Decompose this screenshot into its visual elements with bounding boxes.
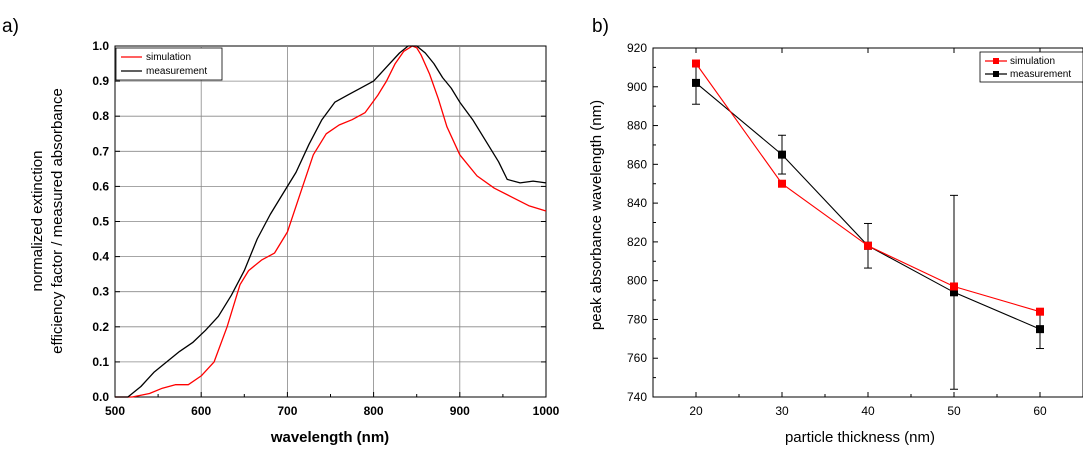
panel-a-y-axis-label-line-1: normalized extinction	[29, 151, 46, 292]
panel-a-y-tick-label: 0.8	[92, 109, 109, 123]
panel-a-series-measurement	[115, 45, 547, 398]
panel-b-y-tick-label: 780	[627, 312, 647, 326]
panel-b-point-simulation	[692, 59, 700, 68]
panel-b-y-tick-label: 820	[627, 235, 647, 249]
panel-a-grid	[115, 46, 546, 397]
panel-a-x-tick-label: 900	[450, 404, 470, 418]
panel-b-x-axis-label: particle thickness (nm)	[785, 429, 935, 446]
panel-b-x-tick-label: 60	[1033, 404, 1047, 418]
panel-b-point-measurement	[1036, 325, 1044, 334]
panel-b-legend: simulation measurement	[979, 51, 1083, 83]
panel-b-label: b)	[592, 16, 609, 37]
panel-b-y-tick-label: 840	[627, 196, 647, 210]
panel-a-ticks: 500 600 700 800 900 1000 0.0 0.1 0.2 0.3 0.4 0.5 0.6…	[92, 39, 559, 418]
legend-b-measurement-marker	[993, 71, 999, 77]
panel-a-y-tick-label: 0.2	[92, 320, 109, 334]
panel-a-label: a)	[2, 16, 19, 37]
panel-b-series	[692, 59, 1044, 390]
panel-b-point-measurement	[692, 78, 700, 87]
panel-b-x-tick-label: 20	[689, 404, 703, 418]
panel-b-y-tick-label: 860	[627, 157, 647, 171]
panel-a-x-tick-label: 800	[364, 404, 384, 418]
panel-a-y-axis-label-line-2: efficiency factor / measured absorbance	[49, 88, 66, 354]
panel-a: a) 500 600 700 800 900 1000 0.0 0.1 0.2 0.3 0.4 0.5…	[2, 16, 560, 446]
legend-b-simulation-label: simulation	[1010, 56, 1055, 67]
panel-b-y-tick-label: 880	[627, 119, 647, 133]
panel-a-legend: simulation measurement	[115, 47, 223, 81]
panel-b-x-tick-label: 30	[775, 404, 789, 418]
panel-b-y-tick-label: 740	[627, 390, 647, 404]
panel-b-point-simulation	[1036, 307, 1044, 316]
panel-a-y-tick-label: 0.7	[92, 144, 109, 158]
panel-a-y-tick-label: 0.3	[92, 285, 109, 299]
panel-b-point-simulation	[950, 282, 958, 291]
panel-a-y-tick-label: 0.4	[92, 250, 109, 264]
panel-b-point-simulation	[864, 241, 872, 250]
panel-a-x-tick-label: 500	[105, 404, 125, 418]
legend-b-simulation-marker	[993, 58, 999, 64]
panel-a-y-tick-label: 0.0	[92, 390, 109, 404]
panel-b-series-simulation	[695, 63, 1041, 313]
panel-b-y-tick-label: 920	[627, 41, 647, 55]
panel-b-y-tick-label: 760	[627, 351, 647, 365]
panel-a-y-tick-label: 0.6	[92, 179, 109, 193]
panel-a-x-axis-label: wavelength (nm)	[270, 429, 389, 446]
panel-b-x-tick-label: 40	[861, 404, 875, 418]
panel-b-point-measurement	[778, 150, 786, 159]
panel-b-point-simulation	[778, 179, 786, 188]
panel-b-y-tick-label: 900	[627, 80, 647, 94]
legend-a-simulation-label: simulation	[146, 52, 191, 63]
legend-a-measurement-label: measurement	[146, 66, 207, 77]
panel-a-y-tick-label: 1.0	[92, 39, 109, 53]
panel-b-point-measurement	[950, 288, 958, 297]
panel-b-x-tick-label: 50	[947, 404, 961, 418]
panel-a-y-tick-label: 0.5	[92, 215, 109, 229]
panel-a-legend-box	[115, 47, 223, 81]
panel-a-series	[115, 45, 547, 398]
panel-a-x-tick-label: 700	[277, 404, 297, 418]
panel-b-ticks: 20 30 40 50 60 740 760 780 800 820 840 860 880 900 920	[627, 41, 1047, 418]
panel-a-y-tick-label: 0.1	[92, 355, 109, 369]
panel-b-y-tick-label: 800	[627, 274, 647, 288]
panel-b: b) 20 30 40 50 60 740 760 780 800 820 840 860 880 900…	[588, 16, 1083, 446]
panel-a-y-tick-label: 0.9	[92, 74, 109, 88]
panel-a-series-simulation	[115, 45, 547, 398]
panel-b-series-measurement	[695, 82, 1041, 330]
panel-a-x-tick-label: 1000	[533, 404, 560, 418]
panel-a-x-tick-label: 600	[191, 404, 211, 418]
legend-b-measurement-label: measurement	[1010, 69, 1071, 80]
panel-b-y-axis-label: peak absorbance wavelength (nm)	[588, 100, 605, 330]
